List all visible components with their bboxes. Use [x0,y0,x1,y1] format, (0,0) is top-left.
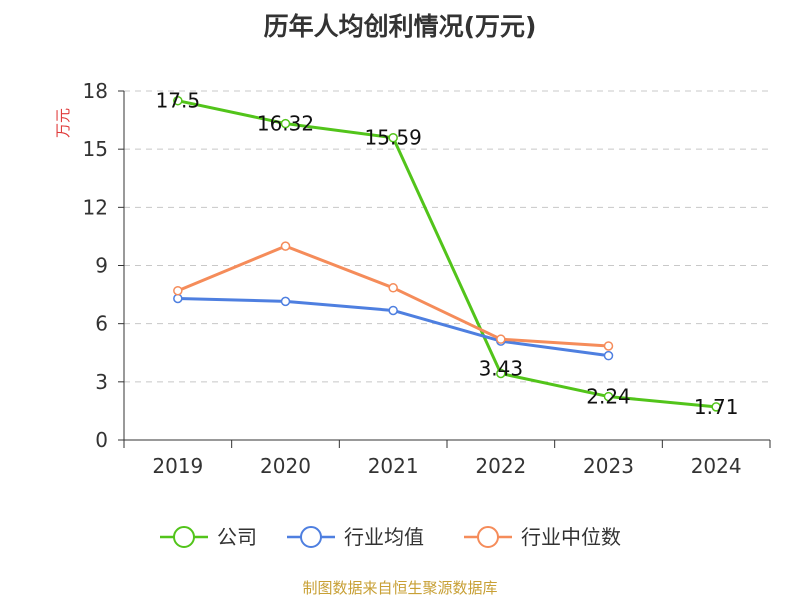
point-0-2020 [280,118,291,129]
y-tick-label-0: 0 [95,428,108,452]
data-label-0-2019: 17.5 [156,89,201,113]
x-tick-label-2021: 2021 [368,454,419,478]
legend-item-0: 公司 [217,525,257,549]
point-0-2021 [388,132,398,143]
x-tick-label-2019: 2019 [152,454,203,478]
point-2-2020 [280,241,291,251]
data-label-0-2024: 1.71 [694,395,739,419]
x-tick-label-2023: 2023 [583,454,634,478]
point-0-2022 [496,368,506,379]
data-label-0-2022: 3.43 [479,356,524,380]
y-tick-label-6: 6 [95,312,108,336]
legend-item-2: 行业中位数 [521,525,621,549]
point-1-2020 [280,296,291,307]
x-tick-label-2024: 2024 [691,454,742,478]
x-tick-label-2022: 2022 [475,454,526,478]
point-0-2023 [603,391,614,402]
legend-marker-1 [300,526,322,548]
y-tick-label-18: 18 [83,79,108,103]
data-labels: 17.5 16.32 15.59 3.43 2.24 1.71 [156,89,739,419]
legend-marker-0 [173,526,195,548]
y-tick-label-12: 12 [83,195,108,219]
point-2-2021 [388,283,398,293]
y-tick-label-9: 9 [95,254,108,278]
point-2-2022 [496,334,506,344]
point-2-2019 [173,285,183,296]
grid-lines [124,90,770,383]
point-1-2021 [388,305,398,316]
series-line-0 [177,99,717,409]
point-0-2019 [173,95,183,106]
point-1-2019 [173,293,183,304]
data-label-0-2023: 2.24 [586,385,631,409]
series-line-2 [177,244,609,348]
legend-item-1: 行业均值 [344,525,424,549]
y-tick-label-3: 3 [95,370,108,394]
point-2-2023 [603,341,614,351]
y-tick-label-15: 15 [83,137,108,161]
chart-title: 历年人均创利情况(万元) [264,12,537,41]
point-1-2023 [603,350,614,361]
data-label-0-2020: 16.32 [257,112,314,136]
legend: 公司 行业均值 行业中位数 [160,525,621,549]
data-label-0-2021: 15.59 [365,126,422,150]
x-tick-label-2020: 2020 [260,454,311,478]
axes: 0 3 6 9 12 15 18 2019 2020 2021 2022 2023 2024 [83,79,771,478]
source-note: 制图数据来自恒生聚源数据库 [302,579,497,597]
y-axis-label: 万元 [54,108,72,138]
series-layer [173,95,721,412]
point-0-2024 [711,402,721,412]
legend-marker-2 [477,526,499,548]
